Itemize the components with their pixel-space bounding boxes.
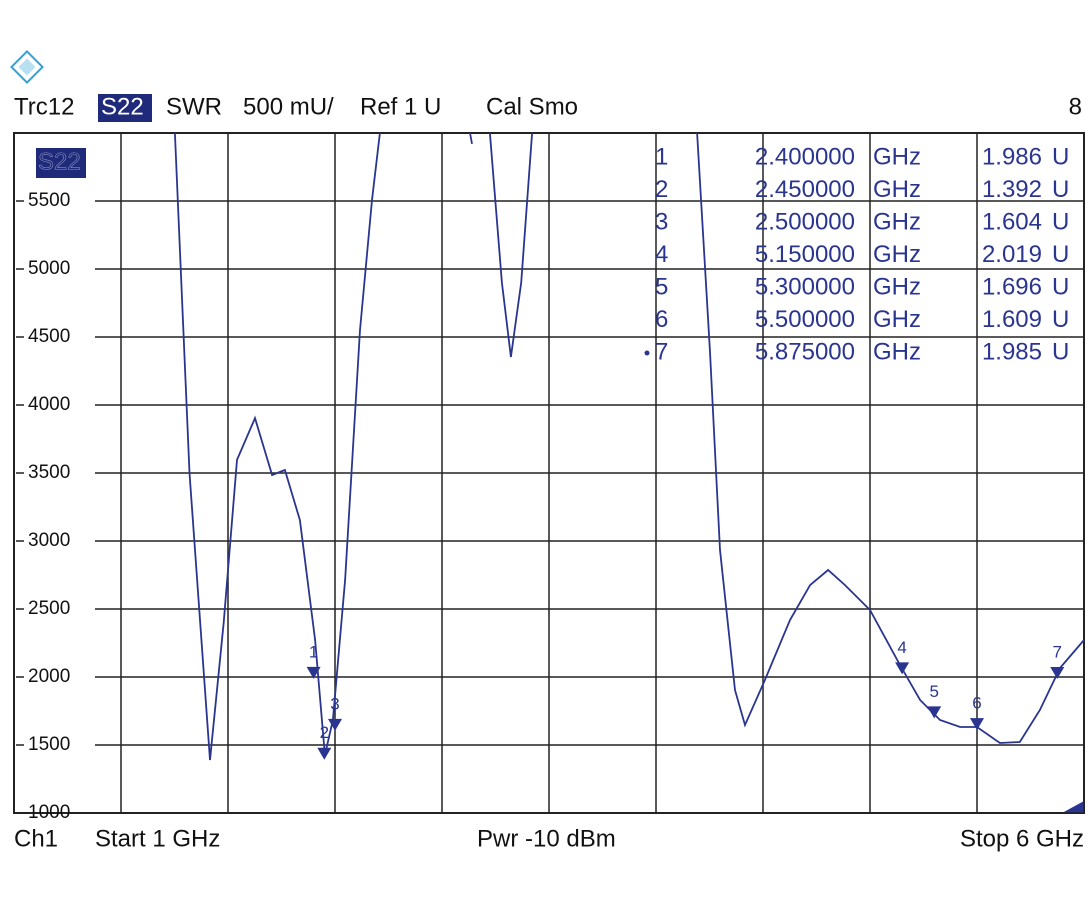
param: S22	[101, 93, 144, 120]
table-marker: 2	[655, 176, 668, 203]
table-x: 5.875000	[755, 338, 855, 365]
marker-number: 2	[320, 723, 329, 742]
logo	[10, 50, 44, 84]
y-tick-label: 2500	[28, 598, 70, 619]
table-x: 2.500000	[755, 208, 855, 235]
table-x-unit: GHz	[873, 208, 921, 235]
corner-indicator	[1062, 801, 1084, 813]
table-value-unit: U	[1052, 273, 1069, 300]
marker	[927, 706, 942, 719]
y-tick-label: 1000	[28, 802, 70, 823]
marker-number: 7	[1053, 643, 1062, 662]
table-marker: 5	[655, 273, 668, 300]
table-value: 2.019	[982, 241, 1042, 268]
y-tick-label: 3500	[28, 462, 70, 483]
marker	[317, 747, 332, 760]
table-x-unit: GHz	[873, 176, 921, 203]
table-x: 5.150000	[755, 241, 855, 268]
y-tick-label: 4500	[28, 326, 70, 347]
table-value-unit: U	[1052, 176, 1069, 203]
table-value: 1.986	[982, 143, 1042, 170]
param-box	[98, 94, 152, 122]
y-tick-label: 1500	[28, 734, 70, 755]
trace-label: S22	[38, 148, 81, 175]
marker-number: 3	[330, 694, 339, 713]
table-marker: 6	[655, 306, 668, 333]
table-value: 1.985	[982, 338, 1042, 365]
table-value-unit: U	[1052, 208, 1069, 235]
table-value: 1.609	[982, 306, 1042, 333]
table-value-unit: U	[1052, 306, 1069, 333]
y-tick-label: 5000	[28, 258, 70, 279]
power: Pwr -10 dBm	[477, 825, 616, 852]
table-marker: 7	[655, 338, 668, 365]
start: Start 1 GHz	[95, 825, 220, 852]
y-tick-label: 4000	[28, 394, 70, 415]
table-x: 2.400000	[755, 143, 855, 170]
table-x: 5.500000	[755, 306, 855, 333]
trace-label-box	[36, 148, 86, 178]
table-x-unit: GHz	[873, 241, 921, 268]
active-dot	[644, 350, 650, 356]
trace-name: Trc12	[14, 93, 74, 120]
scale: 500 mU/	[243, 93, 334, 120]
marker	[328, 718, 342, 731]
table-value-unit: U	[1052, 241, 1069, 268]
table-x: 2.450000	[755, 176, 855, 203]
marker-number: 5	[929, 682, 938, 701]
y-tick-label: 3000	[28, 530, 70, 551]
marker-number: 6	[972, 694, 981, 713]
table-x-unit: GHz	[873, 273, 921, 300]
marker	[970, 718, 984, 731]
channel: Ch1	[14, 825, 58, 852]
table-value: 1.392	[982, 176, 1042, 203]
channel-count: 8	[1069, 93, 1082, 120]
marker	[306, 666, 321, 679]
y-tick-label: 2000	[28, 666, 70, 687]
marker-number: 1	[309, 642, 318, 661]
marker-number: 4	[897, 638, 906, 657]
markers: 1 1 2.400000 GHz 1.986 U 2 2 2.450000 GHz 1.392 U 3 3…	[306, 143, 1069, 760]
table-value-unit: U	[1052, 338, 1069, 365]
stop: Stop 6 GHz	[960, 825, 1084, 852]
table-value: 1.696	[982, 273, 1042, 300]
table-marker: 4	[655, 241, 668, 268]
table-value: 1.604	[982, 208, 1042, 235]
table-marker: 1	[655, 143, 668, 170]
marker	[1050, 667, 1065, 680]
table-value-unit: U	[1052, 143, 1069, 170]
format: SWR	[166, 93, 222, 120]
cal: Cal Smo	[486, 93, 578, 120]
table-x-unit: GHz	[873, 306, 921, 333]
marker	[895, 662, 910, 675]
trace	[174, 132, 1085, 761]
table-x: 5.300000	[755, 273, 855, 300]
table-x-unit: GHz	[873, 338, 921, 365]
ref: Ref 1 U	[360, 93, 441, 120]
table-marker: 3	[655, 208, 668, 235]
table-x-unit: GHz	[873, 143, 921, 170]
y-tick-label: 5500	[28, 190, 70, 211]
